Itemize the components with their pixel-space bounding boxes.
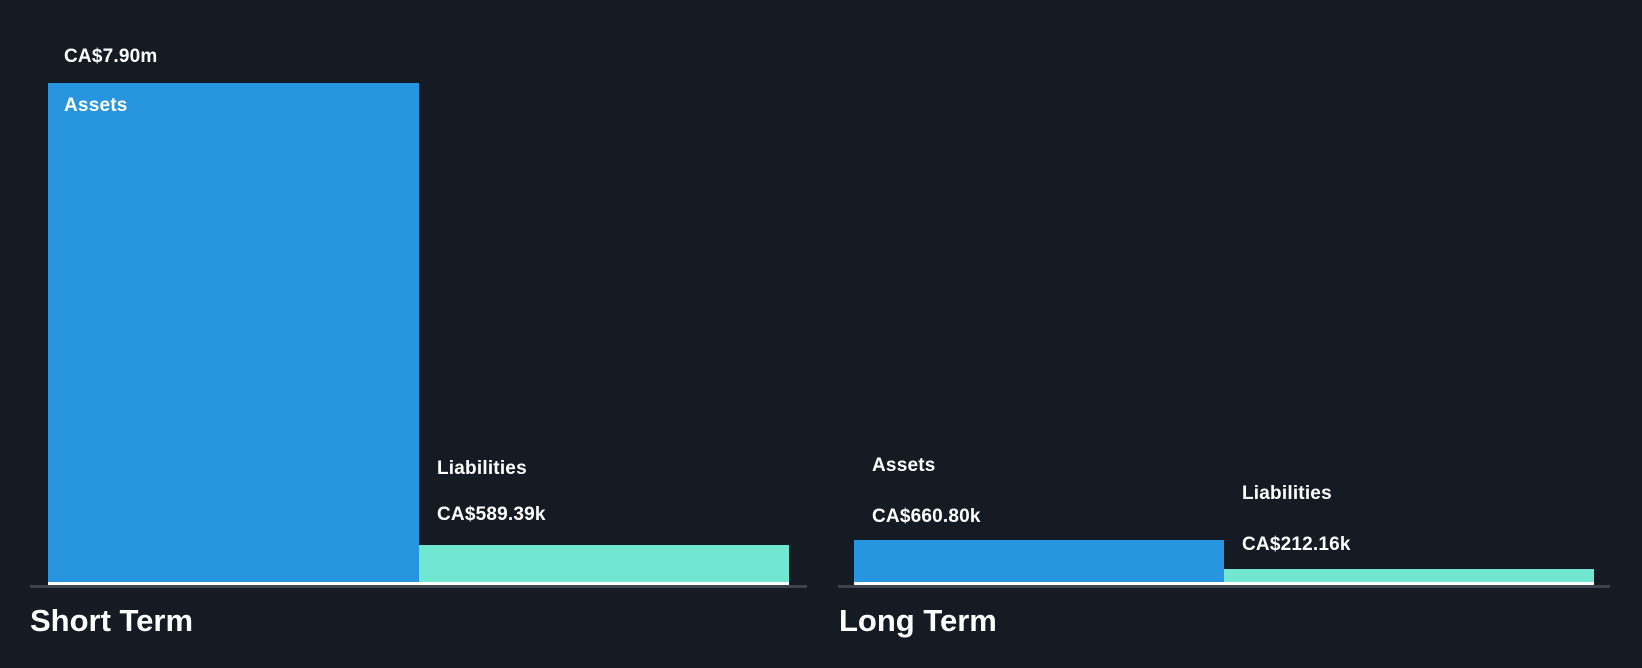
short-term-axis-line: [30, 585, 807, 588]
short-term-liabilities-label: Liabilities: [437, 458, 527, 479]
short-term-title: Short Term: [30, 603, 194, 638]
short-term-liabilities-bar: [419, 545, 789, 582]
long-term-bar-baseline: [854, 582, 1594, 585]
short-term-assets-label: Assets: [64, 95, 128, 116]
long-term-assets-label: Assets: [872, 455, 936, 476]
short-term-liabilities-value: CA$589.39k: [437, 504, 546, 525]
long-term-liabilities-bar: [1224, 569, 1594, 582]
long-term-axis-line: [838, 585, 1610, 588]
long-term-liabilities-value: CA$212.16k: [1242, 534, 1351, 555]
short-term-bar-baseline: [48, 582, 789, 585]
short-term-assets-value: CA$7.90m: [64, 46, 158, 67]
short-term-assets-bar: [48, 83, 419, 582]
long-term-section: Assets CA$660.80k Liabilities CA$212.16k…: [838, 0, 1610, 668]
long-term-liabilities-label: Liabilities: [1242, 483, 1332, 504]
long-term-assets-value: CA$660.80k: [872, 506, 981, 527]
long-term-title: Long Term: [839, 603, 997, 638]
long-term-assets-bar: [854, 540, 1224, 582]
short-term-section: CA$7.90m Assets Liabilities CA$589.39k S…: [30, 0, 807, 668]
